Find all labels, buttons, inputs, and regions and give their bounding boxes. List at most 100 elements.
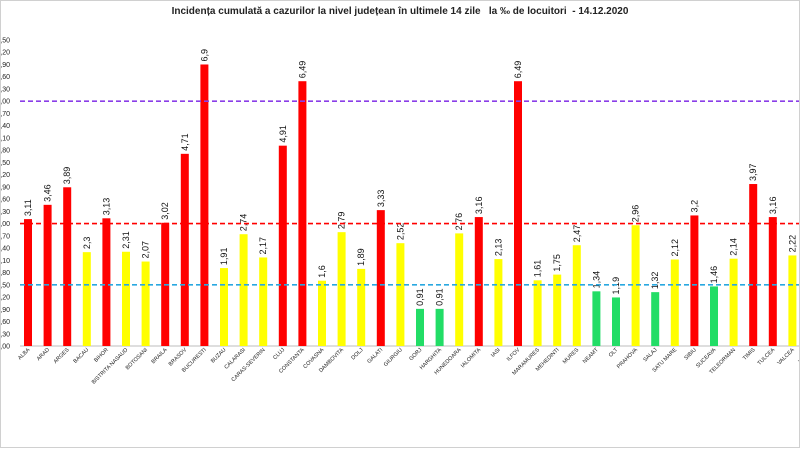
y-tick-label: 3,90 [0,184,10,191]
y-tick-label: 4,80 [0,148,10,155]
bar-alba [24,219,32,346]
category-label: NEAMT [582,347,600,365]
y-tick-label: 2,10 [0,258,10,265]
bar-timis [749,184,758,346]
bar-value-label: 2,3 [82,237,92,250]
bar-caras-severin [259,257,268,346]
bar-value-label: 6,9 [199,49,209,62]
bar-bacau [82,252,91,346]
bar-value-label: 3,97 [748,163,758,181]
bar-suceava [710,286,718,346]
bar-value-label: 1,34 [591,271,601,289]
category-label: IALOMITA [460,347,482,369]
bar-tulcea [768,217,777,346]
bar-value-label: 3,33 [376,190,386,208]
category-label: BACAU [73,347,91,365]
category-label: BISTRITA NASAUD [91,347,130,386]
y-tick-label: 2,70 [0,233,10,240]
bar-value-label: 2,22 [787,235,797,253]
bar-value-label: 1,32 [650,272,660,290]
category-label: SIBIU [683,347,697,361]
bar-botosani [141,261,150,346]
category-label: TULCEA [757,347,777,367]
bar-gorj [416,308,424,346]
bar-value-label: 1,89 [356,248,366,266]
y-tick-label: 4,50 [0,160,10,167]
bar-dambovita [337,232,346,346]
bar-iasi [494,259,503,346]
bar-value-label: 2,74 [239,214,249,232]
y-tick-label: 3,60 [0,197,10,204]
y-tick-label: 0,60 [0,319,10,326]
category-label: ARAD [36,347,51,362]
bar-value-label: 1,91 [219,248,229,266]
bar-bihor [102,218,111,346]
bar-value-label: 3,11 [23,199,33,216]
bar-value-label: 4,91 [278,125,288,143]
bar-olt [612,297,620,346]
bar-value-label: 2,13 [493,239,503,257]
bar-arad [43,204,52,346]
bar-buzau [220,268,228,346]
category-label: GIURGIU [383,347,404,368]
bar-value-label: 2,52 [395,223,405,241]
bar-bucuresti [200,64,209,346]
category-label: BUZAU [210,347,227,364]
bar-covasna [318,280,326,346]
y-tick-label: 1,80 [0,270,10,277]
bar-galati [376,210,385,346]
category-label: BIHOR [93,347,110,364]
y-tick-label: 3,30 [0,209,10,216]
category-label: CLUJ [272,347,286,361]
bar-brasov [180,153,189,346]
bar-calarasi [239,234,248,346]
bar-value-label: 1,61 [533,260,543,278]
bar-salaj [651,292,660,346]
category-label: GALATI [366,347,384,365]
y-tick-label: 0,90 [0,307,10,314]
bar-value-label: 3,16 [474,197,484,215]
bar-value-label: 1,46 [709,266,719,284]
category-label: GORJ [408,347,423,362]
category-label: TIMIS [742,347,757,362]
bar-value-label: 3,13 [101,198,111,216]
category-label: ALBA [17,347,31,361]
category-label: OLT [608,347,620,359]
y-tick-label: 7,20 [0,50,10,57]
bar-value-label: 6,49 [297,61,307,79]
bar-cluj [278,145,287,346]
bar-value-label: 1,19 [611,277,621,295]
bar-maramures [533,280,542,346]
bar-arges [63,187,72,346]
bar-value-label: 3,89 [62,167,72,185]
bar-neamt [592,291,601,346]
bar-value-label: 2,79 [337,212,347,230]
bar-value-label: 0,91 [435,288,445,306]
chart-title: Incidența cumulată a cazurilor la nivel … [171,6,629,17]
bar-value-label: 1,75 [552,254,562,272]
bar-giurgiu [396,243,405,346]
bar-value-label: 3,16 [768,197,778,215]
y-tick-label: 7,50 [0,38,10,45]
bar-value-label: 2,12 [670,239,680,257]
y-tick-label: 6,30 [0,86,10,93]
y-tick-label: 4,20 [0,172,10,179]
bar-harghita [435,308,444,346]
bar-mures [572,245,581,346]
bar-ilfov [514,81,522,346]
bar-valcea [788,255,797,346]
bar-value-label: 4,71 [180,133,190,151]
bar-value-label: 2,07 [141,241,151,259]
bar-satu-mare [670,259,679,346]
category-label: PRAHOVA [616,347,639,370]
category-label: VALCEA [777,347,797,367]
y-tick-label: 1,50 [0,282,10,289]
y-tick-label: 6,60 [0,74,10,81]
y-tick-label: 2,40 [0,246,10,253]
bar-value-label: 6,49 [513,61,523,79]
bar-value-label: 3,2 [689,200,699,213]
bar-ialomita [474,217,483,346]
bar-value-label: 1,6 [317,265,327,278]
bar-sibiu [690,215,699,346]
